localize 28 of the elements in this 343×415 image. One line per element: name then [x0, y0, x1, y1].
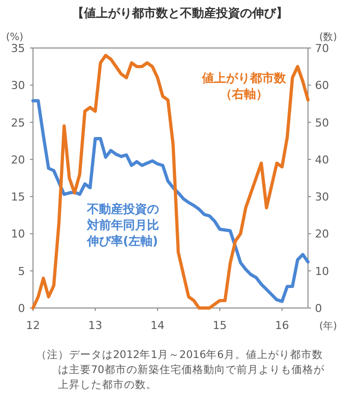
x-tick-label: 12	[26, 319, 40, 332]
y2-tick-label: 0	[315, 302, 322, 315]
y2-tick-label: 70	[315, 42, 329, 55]
y2-tick-label: 40	[315, 153, 329, 166]
y2-tick-label: 60	[315, 79, 329, 92]
y2-tick-label: 30	[315, 190, 329, 204]
y-tick-label: 0	[18, 302, 25, 315]
y-tick-label: 30	[11, 79, 25, 92]
y-tick-label: 20	[11, 153, 25, 166]
x-tick-label: 13	[88, 319, 102, 332]
x-tick-label: 15	[212, 319, 227, 332]
y2-tick-label: 10	[315, 264, 329, 278]
series-label: 不動産投資の対前年同月比伸び率(左軸)	[86, 202, 159, 248]
y-tick-label: 35	[11, 42, 25, 55]
y2-axis-title: (数)	[319, 32, 338, 43]
y-tick-label: 5	[18, 264, 25, 278]
y-axis-title: (%)	[6, 32, 24, 43]
y2-tick-label: 50	[315, 116, 329, 130]
y-tick-label: 25	[11, 116, 25, 130]
x-tick-label: 16	[275, 319, 290, 332]
series-label: 値上がり都市数（右軸）	[201, 71, 287, 101]
x-axis-title: (年)	[319, 320, 338, 332]
y-tick-label: 15	[11, 190, 25, 204]
y-tick-label: 10	[11, 228, 25, 241]
text: （注）データは2012年1月～2016年6月。値上がり都市数は主要70都市の新築住宅価格動向で前月よりも価格が上昇した都市の数。	[36, 348, 326, 391]
y2-tick-label: 20	[315, 228, 329, 241]
x-tick-label: 14	[150, 319, 165, 332]
chart-title: 【値上がり都市数と不動産投資の伸び】	[72, 6, 288, 20]
